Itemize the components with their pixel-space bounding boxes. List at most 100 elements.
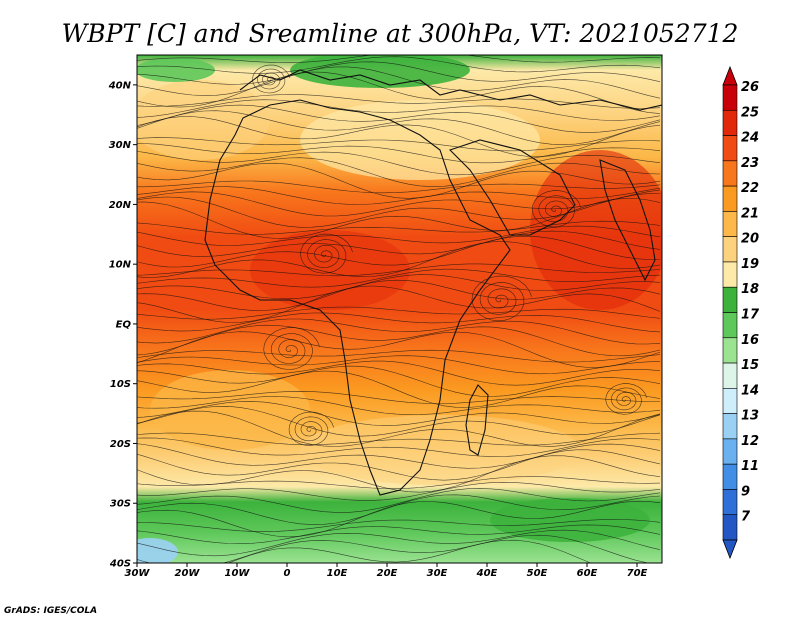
colorbar-label: 19: [741, 257, 759, 272]
colorbar-label: 13: [741, 409, 759, 424]
streamline-vortex: [263, 327, 320, 370]
colorbar-label: 22: [741, 181, 759, 196]
colorbar-swatch: [722, 388, 738, 414]
x-tick-label: 20E: [377, 568, 398, 579]
y-tick-label: 30S: [110, 499, 131, 510]
x-tick-label: 70E: [627, 568, 648, 579]
colorbar-label: 15: [741, 358, 759, 373]
colorbar-swatch: [722, 160, 738, 187]
streamline: [137, 110, 661, 146]
streamline: [137, 198, 661, 239]
streamline: [137, 500, 661, 538]
map-frame: [136, 54, 663, 564]
colorbar: 26 25 24 23 22 21 20 19 18 17 16 15 14 13 12 11 9 7: [722, 65, 760, 560]
streamline: [137, 355, 661, 375]
colorbar-label: 23: [741, 156, 759, 171]
coastlines: [204, 69, 662, 496]
europe-coastline: [239, 69, 662, 111]
streamline: [137, 225, 661, 246]
colorbar-label: 24: [741, 131, 759, 146]
southwest-orange-area: [150, 370, 310, 450]
india-coastline: [599, 159, 656, 282]
colorbar-label: 12: [741, 434, 759, 449]
x-tick-label: 30E: [427, 568, 448, 579]
colorbar-label: 21: [741, 206, 759, 221]
streamline: [137, 410, 661, 447]
grads-credit: GrADS: IGES/COLA: [4, 606, 97, 616]
x-tick-label: 30W: [125, 568, 151, 579]
x-axis: 30W 20W 10W 0 10E 20E 30E 40E 50E 60E 70E: [125, 563, 648, 579]
streamline: [137, 391, 660, 404]
streamline: [137, 55, 661, 64]
colorbar-swatch: [722, 438, 738, 465]
streamline: [137, 365, 661, 397]
streamline: [137, 186, 661, 205]
x-tick-label: 10W: [225, 568, 251, 579]
colorbar-swatch: [722, 261, 738, 288]
colorbar-swatch: [722, 514, 738, 541]
y-tick-label: EQ: [116, 319, 132, 330]
streamline: [137, 349, 661, 363]
southeast-green-area: [490, 498, 650, 542]
streamline: [137, 519, 661, 533]
streamline-vortex: [471, 275, 532, 322]
colorbar-swatch: [722, 413, 738, 440]
y-tick-label: 40S: [109, 559, 131, 570]
streamline: [137, 274, 661, 300]
colorbar-label: 18: [741, 282, 759, 297]
colorbar-label: 25: [741, 105, 759, 120]
x-tick-label: 20W: [175, 568, 201, 579]
streamline: [227, 539, 592, 563]
east-deep-red-area: [530, 150, 662, 310]
streamline: [137, 331, 661, 368]
streamline: [137, 94, 661, 109]
streamline: [137, 488, 661, 513]
streamline: [137, 534, 650, 563]
colorbar-label: 7: [741, 510, 751, 525]
streamline: [137, 162, 661, 199]
streamline: [137, 437, 661, 457]
colorbar-label: 16: [741, 333, 759, 348]
streamline: [137, 360, 661, 386]
map-title: WBPT [C] and Sreamline at 300hPa, VT: 20…: [62, 19, 739, 48]
colorbar-swatch: [722, 489, 738, 516]
y-tick-label: 30N: [109, 140, 132, 151]
streamline: [137, 143, 661, 164]
colorbar-bottom-arrow: [722, 539, 738, 560]
y-tick-label: 40N: [108, 80, 132, 91]
streamline: [137, 157, 661, 187]
streamline: [137, 318, 661, 345]
central-red-area: [250, 230, 410, 310]
streamline: [137, 370, 661, 408]
north-yellow-area: [300, 100, 540, 180]
colorbar-swatch: [722, 185, 738, 212]
streamline: [137, 99, 661, 121]
y-tick-label: 20N: [109, 200, 132, 211]
colorbar-swatch: [722, 362, 738, 389]
colorbar-swatch: [722, 211, 738, 237]
y-tick-label: 20S: [110, 439, 131, 450]
streamline: [137, 481, 661, 501]
arabia-coastline: [448, 139, 576, 236]
streamline: [137, 71, 661, 114]
streamline: [137, 230, 661, 257]
streamline: [137, 66, 661, 99]
x-tick-label: 50E: [527, 568, 548, 579]
y-tick-label: 10S: [110, 379, 131, 390]
streamline: [137, 306, 661, 320]
streamline: [137, 104, 661, 133]
colorbar-label: 17: [741, 308, 760, 323]
streamline: [137, 432, 661, 446]
streamline: [137, 268, 661, 288]
streamline: [137, 494, 661, 525]
africa-coastline: [204, 99, 511, 496]
streamline: [137, 61, 661, 85]
streamline: [137, 396, 661, 416]
northwest-tan-area: [137, 80, 270, 160]
colorbar-swatch: [722, 109, 738, 136]
streamline: [137, 449, 661, 481]
colorbar-swatch: [722, 84, 738, 111]
streamline: [137, 476, 661, 489]
streamline: [137, 56, 661, 74]
